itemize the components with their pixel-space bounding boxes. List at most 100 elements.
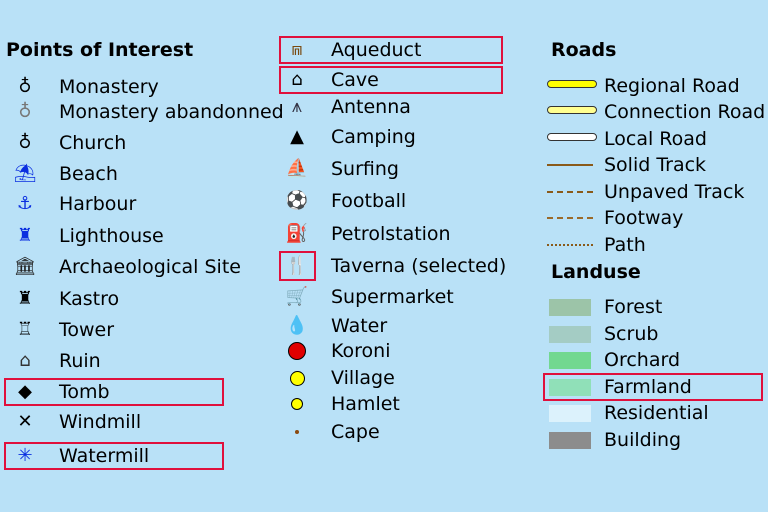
- legend-item-label: Archaeological Site: [59, 256, 241, 278]
- antenna-icon: ⩚: [291, 96, 303, 117]
- legend-item-tower[interactable]: ♖ Tower: [0, 317, 768, 343]
- path-line-swatch: [547, 244, 593, 246]
- shopping-cart-icon: 🛒: [285, 286, 309, 307]
- legend-item-monastery-abandonned[interactable]: ♁ Monastery abandonned: [0, 99, 768, 125]
- watermill-icon: ✳: [17, 445, 33, 466]
- legend-item-label: Windmill: [59, 411, 142, 433]
- legend-item-label: Forest: [604, 296, 663, 318]
- legend-item-antenna[interactable]: ⩚ Antenna: [0, 94, 768, 120]
- hamlet-dot-icon-mark: [291, 398, 303, 410]
- legend-item-label: Cave: [331, 69, 379, 91]
- fuel-pump-icon: ⛽: [285, 223, 309, 244]
- legend-item-lighthouse[interactable]: ♜ Lighthouse: [0, 223, 768, 249]
- legend-item-supermarket[interactable]: 🛒 Supermarket: [0, 284, 768, 310]
- legend-item-archaeological-site[interactable]: 🏛 Archaeological Site: [0, 254, 768, 280]
- legend-item-label: Local Road: [604, 128, 707, 150]
- heading-roads: Roads: [551, 39, 617, 61]
- legend-item-label: Antenna: [331, 96, 411, 118]
- legend-item-footway[interactable]: Footway: [541, 205, 761, 231]
- legend-item-hamlet[interactable]: Hamlet: [0, 391, 768, 417]
- temple-icon: 🏛: [13, 256, 37, 277]
- legend-item-label: Farmland: [604, 376, 692, 398]
- legend-item-label: Beach: [59, 163, 118, 185]
- legend-item-church[interactable]: ♁ Church: [0, 130, 768, 156]
- legend-item-beach[interactable]: ⛱ Beach: [0, 161, 768, 187]
- lighthouse-icon: ♜: [16, 225, 34, 246]
- legend-item-unpaved-track[interactable]: Unpaved Track: [541, 179, 761, 205]
- legend-item-label: Orchard: [604, 349, 681, 371]
- legend-item-label: Monastery: [59, 76, 159, 98]
- legend-item-label: Lighthouse: [59, 225, 164, 247]
- legend-item-label: Tomb: [59, 381, 110, 403]
- selection-highlight: [279, 66, 503, 94]
- selection-highlight: [279, 251, 316, 281]
- legend-item-label: Footway: [604, 207, 684, 229]
- village-dot-icon-mark: [289, 370, 305, 386]
- legend-item-label: Aqueduct: [331, 39, 422, 61]
- legend-item-label: Koroni: [331, 340, 391, 362]
- legend-item-surfing[interactable]: ⛵ Surfing: [0, 156, 768, 182]
- legend-item-forest[interactable]: Forest: [541, 294, 761, 320]
- legend-item-farmland[interactable]: Farmland: [541, 374, 761, 400]
- legend-item-ruin[interactable]: ⌂ Ruin: [0, 348, 768, 374]
- legend-item-taverna-selected[interactable]: 🍴 Taverna (selected): [0, 253, 768, 279]
- solid-track-line-swatch: [547, 164, 593, 166]
- legend-item-label: Water: [331, 315, 388, 337]
- cave-icon: ⌂: [291, 69, 303, 90]
- legend-item-label: Monastery abandonned: [59, 101, 284, 123]
- koroni-dot-icon: [282, 338, 312, 364]
- legend-item-koroni[interactable]: Koroni: [0, 338, 768, 364]
- legend-item-label: Unpaved Track: [604, 181, 745, 203]
- legend-item-building[interactable]: Building: [541, 427, 761, 453]
- local-road-line-swatch: [547, 133, 597, 141]
- beach-umbrella-icon: ⛱: [13, 163, 37, 184]
- connection-road-line-swatch: [547, 106, 597, 114]
- legend-item-football[interactable]: ⚽ Football: [0, 188, 768, 214]
- legend-item-label: Kastro: [59, 288, 120, 310]
- legend-item-petrolstation[interactable]: ⛽ Petrolstation: [0, 221, 768, 247]
- legend-item-windmill[interactable]: ✕ Windmill: [0, 409, 768, 435]
- heading-points-of-interest: Points of Interest: [6, 39, 194, 61]
- legend-item-label: Ruin: [59, 350, 101, 372]
- legend-item-cave[interactable]: ⌂ Cave: [0, 67, 768, 93]
- legend-item-label: Football: [331, 190, 407, 212]
- surfing-icon: ⛵: [285, 158, 309, 179]
- legend-item-orchard[interactable]: Orchard: [541, 347, 761, 373]
- legend-item-label: Camping: [331, 126, 416, 148]
- anchor-icon: ⚓: [16, 193, 34, 214]
- legend-item-label: Village: [331, 367, 395, 389]
- legend-item-label: Regional Road: [604, 75, 740, 97]
- legend-item-label: Church: [59, 132, 127, 154]
- scrub-swatch: [549, 326, 591, 343]
- legend-item-connection-road[interactable]: Connection Road: [541, 99, 765, 125]
- forest-swatch: [549, 299, 591, 316]
- legend-item-water[interactable]: 💧 Water: [0, 313, 768, 339]
- legend-item-tomb[interactable]: ◆ Tomb: [0, 379, 768, 405]
- legend-item-camping[interactable]: ▲ Camping: [0, 124, 768, 150]
- legend-item-solid-track[interactable]: Solid Track: [541, 152, 761, 178]
- tower-icon: ♖: [16, 319, 34, 340]
- legend-item-label: Petrolstation: [331, 223, 451, 245]
- legend-item-monastery[interactable]: ♁ Monastery: [0, 74, 768, 100]
- village-dot-icon: [282, 365, 312, 391]
- orchard-swatch: [549, 352, 591, 369]
- legend-item-label: Building: [604, 429, 682, 451]
- legend-item-residential[interactable]: Residential: [541, 400, 761, 426]
- tomb-icon: ◆: [18, 381, 32, 402]
- legend-item-harbour[interactable]: ⚓ Harbour: [0, 191, 768, 217]
- legend-item-aqueduct[interactable]: ⩎ Aqueduct: [0, 37, 768, 63]
- legend-item-cape[interactable]: Cape: [0, 419, 768, 445]
- legend-item-label: Tower: [59, 319, 115, 341]
- legend-item-kastro[interactable]: ♜ Kastro: [0, 286, 768, 312]
- church-icon: ♁: [18, 132, 32, 153]
- hamlet-dot-icon: [282, 391, 312, 417]
- residential-swatch: [549, 405, 591, 422]
- legend-item-local-road[interactable]: Local Road: [541, 126, 761, 152]
- water-tap-icon: 💧: [285, 315, 309, 336]
- legend-item-scrub[interactable]: Scrub: [541, 321, 761, 347]
- legend-item-label: Residential: [604, 402, 709, 424]
- legend-item-regional-road[interactable]: Regional Road: [541, 73, 761, 99]
- legend-item-village[interactable]: Village: [0, 365, 768, 391]
- legend-item-watermill[interactable]: ✳ Watermill: [0, 443, 768, 469]
- legend-item-path[interactable]: Path: [541, 232, 761, 258]
